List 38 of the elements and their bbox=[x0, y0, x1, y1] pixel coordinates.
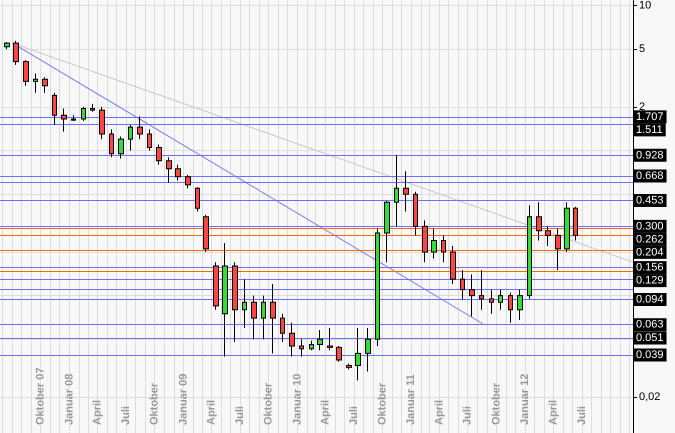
x-tick-label: Juli bbox=[576, 406, 588, 425]
x-tick-label: Januar 09 bbox=[177, 374, 190, 425]
x-tick-label: Oktober bbox=[490, 382, 502, 425]
x-tick-label: Januar 12 bbox=[519, 374, 532, 425]
y-tick-label: 2 bbox=[639, 100, 646, 113]
x-tick-label: April bbox=[319, 400, 332, 425]
x-tick-label: Januar 08 bbox=[63, 374, 76, 425]
ref-line-label: 0.129 bbox=[636, 274, 664, 287]
x-tick-label: April bbox=[92, 400, 104, 425]
ref-line-label: 0.668 bbox=[636, 170, 664, 182]
y-tick-label: 10 bbox=[639, 0, 652, 12]
ref-line-label: 1.707 bbox=[636, 110, 664, 123]
ref-line-label: 0.262 bbox=[636, 233, 664, 246]
ref-line-label: 1.511 bbox=[636, 124, 663, 136]
ref-line-label: 0.204 bbox=[636, 246, 664, 258]
x-tick-label: Januar 11 bbox=[405, 374, 418, 425]
y-tick-label: 5 bbox=[639, 43, 646, 56]
x-tick-label: Juli bbox=[120, 406, 132, 425]
ref-line-label: 0.094 bbox=[636, 294, 664, 306]
ref-line-label: 0.156 bbox=[636, 262, 664, 274]
x-tick-label: Oktober bbox=[376, 382, 388, 425]
x-tick-label: Oktober bbox=[262, 382, 275, 425]
x-tick-label: April bbox=[547, 400, 560, 425]
x-tick-label: April bbox=[206, 400, 218, 425]
x-tick-label: Juli bbox=[234, 406, 246, 425]
x-tick-label: Oktober bbox=[148, 382, 161, 425]
x-tick-label: Juli bbox=[462, 406, 474, 425]
x-tick-label: Juli bbox=[348, 406, 360, 425]
x-tick-label: April bbox=[433, 400, 446, 425]
ref-line-label: 0.453 bbox=[636, 194, 664, 206]
ref-line-label: 0.051 bbox=[636, 332, 664, 344]
ref-line-label: 0.300 bbox=[636, 220, 664, 232]
ref-line-label: 0.063 bbox=[636, 318, 664, 331]
ref-line-label: 0.039 bbox=[636, 348, 664, 361]
y-tick-label: 0,02 bbox=[639, 391, 660, 404]
ref-line-label: 0.928 bbox=[636, 149, 664, 162]
x-tick-label: Januar 10 bbox=[291, 374, 304, 425]
x-tick-label: Oktober 07 bbox=[34, 368, 47, 425]
